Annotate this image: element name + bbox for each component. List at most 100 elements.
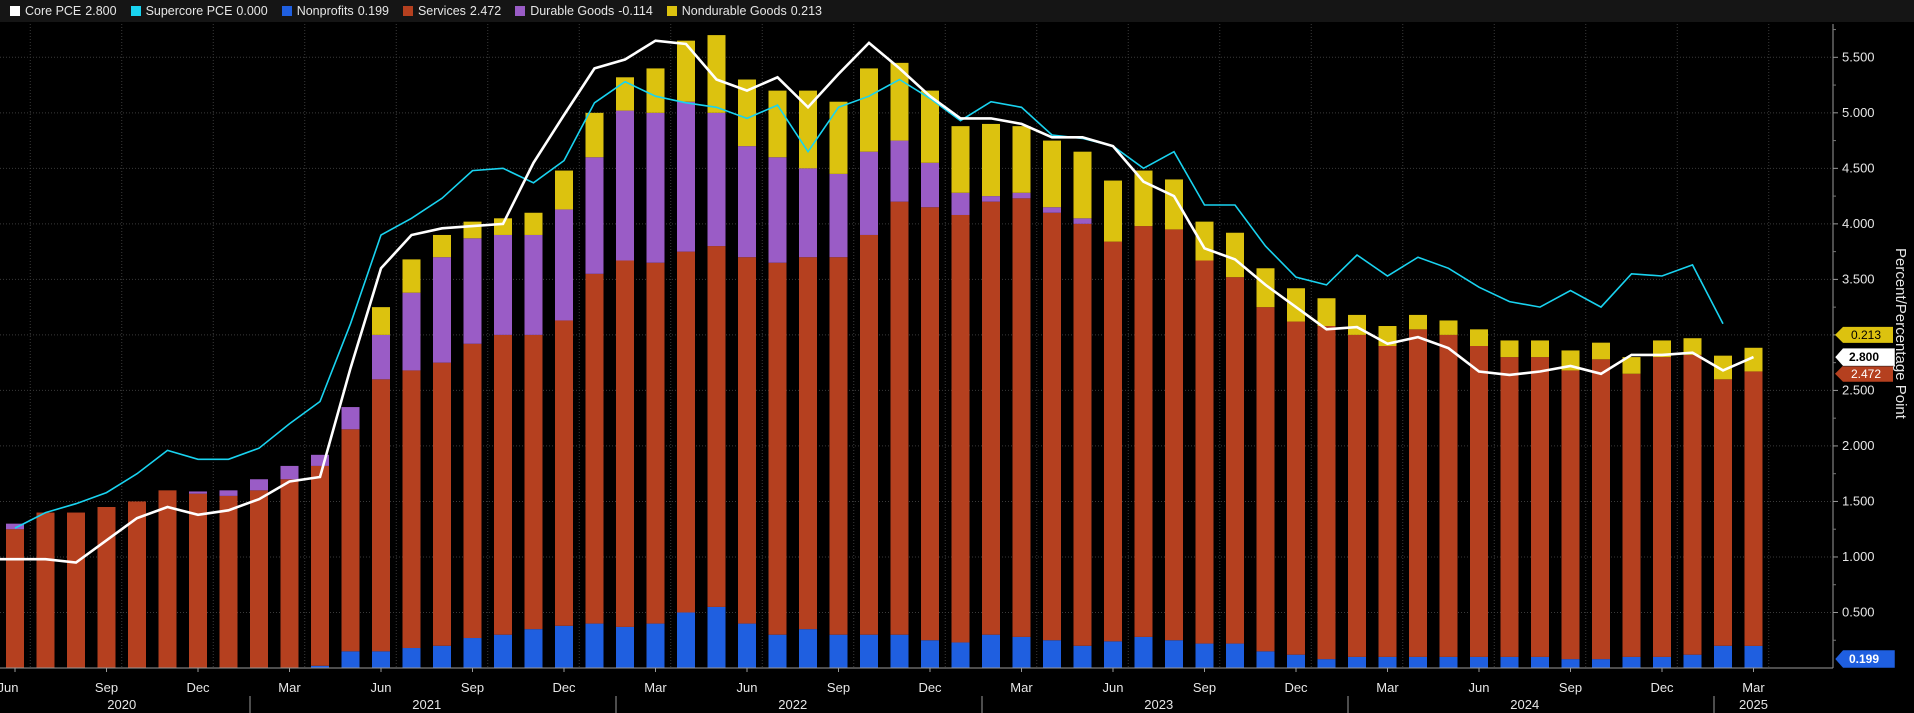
bar-durable-goods — [402, 292, 421, 371]
bar-nonprofits — [951, 642, 970, 668]
bar-services — [1653, 357, 1671, 657]
bar-nonprofits — [1561, 659, 1580, 668]
bar-services — [1714, 379, 1732, 646]
bar-services — [951, 214, 970, 643]
legend-swatch — [130, 6, 141, 16]
bar-nondurable-goods — [1195, 221, 1214, 261]
bar-nonprofits — [1165, 640, 1183, 668]
bar-durable-goods — [524, 234, 543, 335]
legend-item[interactable]: Services 2.472 — [402, 4, 502, 18]
bar-nondurable-goods — [555, 170, 573, 210]
bar-nondurable-goods — [1256, 268, 1275, 308]
bar-nondurable-goods — [494, 218, 512, 235]
bar-nonprofits — [1134, 636, 1153, 668]
line-core-pce — [0, 39, 1755, 564]
legend-item[interactable]: Nonprofits 0.199 — [281, 4, 389, 18]
legend-value: 2.472 — [469, 4, 502, 18]
bar-services — [1500, 357, 1519, 657]
y-tick-label: 1.000 — [1842, 549, 1875, 564]
bar-services — [311, 465, 329, 666]
bar-nondurable-goods — [1683, 338, 1702, 355]
bar-services — [250, 490, 268, 668]
bar-nonprofits — [1043, 640, 1061, 668]
line-series — [0, 39, 1755, 564]
bar-services — [1165, 229, 1183, 641]
bar-services — [1592, 359, 1610, 660]
legend-item[interactable]: Core PCE 2.800 — [10, 4, 117, 18]
bar-services — [1348, 334, 1366, 657]
bar-nondurable-goods — [860, 68, 878, 152]
y-tick-label: 1.500 — [1842, 493, 1875, 508]
x-tick-label: Dec — [1650, 680, 1674, 695]
bar-nondurable-goods — [1073, 151, 1092, 219]
bar-durable-goods — [433, 257, 451, 363]
legend-label: Supercore PCE — [145, 4, 233, 18]
bar-nondurable-goods — [1714, 355, 1732, 380]
bar-nonprofits — [1409, 656, 1427, 668]
grid-lines — [0, 24, 1833, 668]
end-tag-nondurable-label: 0.213 — [1851, 328, 1881, 342]
y-tick-label: 0.500 — [1842, 604, 1875, 619]
bar-services — [6, 529, 24, 668]
legend-label: Services — [417, 4, 466, 18]
bar-services — [1561, 370, 1580, 660]
bar-nonprofits — [524, 629, 543, 668]
bar-durable-goods — [280, 465, 299, 480]
bar-nonprofits — [829, 634, 848, 668]
bar-nondurable-goods — [799, 90, 817, 169]
x-tick-label: Mar — [1376, 680, 1399, 695]
bar-nonprofits — [890, 634, 909, 668]
bar-nondurable-goods — [433, 234, 451, 258]
bar-durable-goods — [677, 101, 695, 252]
bar-durable-goods — [250, 479, 268, 491]
end-tag-services — [1835, 365, 1893, 382]
bar-services — [280, 479, 299, 668]
bar-nondurable-goods — [585, 112, 604, 158]
bar-nondurable-goods — [1043, 140, 1061, 208]
bar-nonprofits — [341, 651, 360, 668]
bar-services — [921, 207, 939, 641]
bar-services — [372, 379, 390, 652]
bar-nonprofits — [646, 623, 665, 668]
x-year-label: 2022 — [778, 697, 807, 712]
bar-services — [1226, 277, 1244, 644]
legend-value: 0.199 — [357, 4, 389, 18]
bar-nondurable-goods — [1622, 357, 1641, 374]
bar-services — [1104, 241, 1122, 642]
bar-nondurable-goods — [1653, 340, 1671, 358]
x-tick-label: Dec — [186, 680, 210, 695]
bar-nondurable-goods — [677, 40, 695, 102]
bar-durable-goods — [311, 454, 329, 466]
legend-item[interactable]: Supercore PCE 0.000 — [130, 4, 268, 18]
x-tick-label: Sep — [1193, 680, 1216, 695]
bar-services — [1043, 212, 1061, 641]
x-tick-label: Sep — [827, 680, 850, 695]
bar-durable-goods — [341, 407, 360, 430]
x-year-label: 2021 — [412, 697, 441, 712]
y-tick-label: 4.500 — [1842, 160, 1875, 175]
y-tick-label: 3.500 — [1842, 271, 1875, 286]
bar-services — [463, 343, 482, 639]
x-tick-label: Mar — [278, 680, 301, 695]
bar-services — [1409, 329, 1427, 657]
bar-services — [1256, 307, 1275, 652]
bar-services — [1073, 223, 1092, 646]
end-tag — [1834, 649, 1896, 669]
bar-nonprofits — [1653, 656, 1671, 668]
bar-services — [494, 334, 512, 635]
bar-nonprofits — [1531, 656, 1549, 668]
bar-nondurable-goods — [1226, 232, 1244, 278]
bar-nondurable-goods — [982, 123, 1000, 197]
legend-swatch — [281, 6, 292, 16]
bar-nonprofits — [799, 629, 817, 668]
bar-nonprofits — [494, 634, 512, 668]
bar-services — [189, 493, 207, 668]
legend-item[interactable]: Durable Goods -0.114 — [515, 4, 653, 18]
bar-nonprofits — [585, 623, 604, 668]
x-tick-label: Jun — [1469, 680, 1490, 695]
bar-durable-goods — [6, 523, 24, 530]
bar-nondurable-goods — [524, 212, 543, 235]
bar-durable-goods — [219, 490, 238, 496]
bar-durable-goods — [707, 112, 726, 247]
legend-item[interactable]: Nondurable Goods 0.213 — [666, 4, 822, 18]
